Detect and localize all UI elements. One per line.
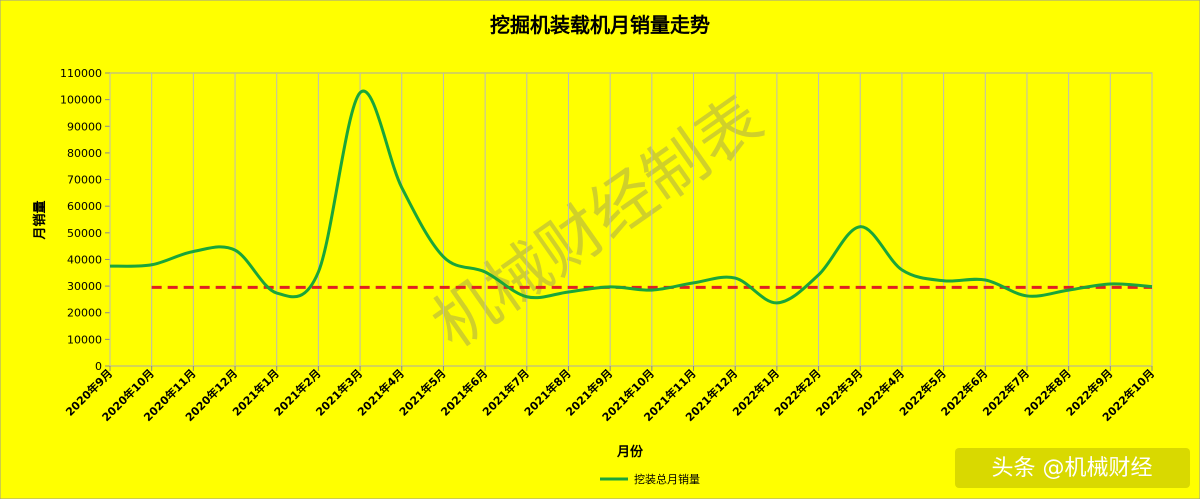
chart-title: 挖掘机装载机月销量走势 [490,13,710,37]
y-tick-label: 20000 [67,307,102,320]
y-tick-label: 50000 [67,227,102,240]
source: 头条 @机械财经 [992,456,1153,481]
y-tick-label: 40000 [67,253,102,266]
brand-box [955,448,1190,488]
x-axis-title: 月份 [616,444,644,460]
y-tick-label: 30000 [67,280,102,293]
y-tick-label: 110000 [60,67,102,80]
y-tick-label: 70000 [67,174,102,187]
y-tick-label: 100000 [60,94,102,107]
y-tick-label: 80000 [67,147,102,160]
y-tick-label: 10000 [67,333,102,346]
y-tick-label: 0 [95,360,102,373]
y-axis-title: 月销量 [32,200,48,240]
legend-label: 挖装总月销量 [634,472,700,486]
line-series [109,89,1153,305]
y-tick-label: 90000 [67,120,102,133]
y-tick-label: 60000 [67,200,102,213]
